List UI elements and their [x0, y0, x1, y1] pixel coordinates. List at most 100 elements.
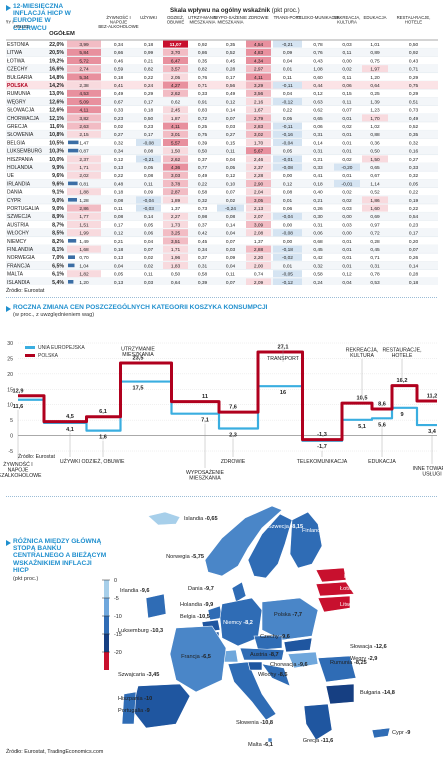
value-cell: 0,01 — [342, 173, 352, 179]
value-cell: 1,49 — [79, 239, 89, 245]
category-label: ODZIEŻ, OBUWIE — [82, 458, 125, 465]
value-cell-bg — [217, 204, 244, 212]
value-cell-bg — [163, 122, 188, 130]
country-label: NORWEGIA — [7, 255, 35, 261]
value-cell: -0,02 — [282, 255, 293, 261]
value-cell: 0,60 — [313, 75, 323, 81]
value-cell: -0,18 — [282, 247, 293, 253]
value-cell: 0,58 — [198, 272, 208, 278]
value-cell: 0,19 — [409, 198, 419, 204]
value-cell: 0,08 — [144, 173, 154, 179]
table-row: IRLANDIA 9,6% 0,81 0,48 0,11 3,78 0,22 0,10 2,90… — [6, 179, 438, 188]
table-row: HOLANDIA 9,9% 1,71 0,13 0,05 4,36 0,77 0,05 2,37… — [6, 163, 438, 172]
value-cell: 0,18 — [114, 247, 124, 253]
region-norwegia — [204, 505, 283, 577]
value-cell: 0,00 — [283, 173, 293, 179]
country-label: ESTONIA — [7, 42, 30, 48]
value-cell: 0,31 — [313, 132, 323, 138]
value-cell-bg — [273, 163, 302, 171]
row-stripe — [6, 261, 438, 270]
value-cell: 1,08 — [313, 67, 323, 73]
region-label: Słowacja -12,6 — [350, 644, 387, 650]
total-value: 9,6% — [52, 181, 64, 187]
value-cell: 2,38 — [79, 83, 89, 89]
value-cell-bg — [273, 98, 302, 105]
data-label: 23,5 — [133, 356, 144, 362]
value-cell: 1,82 — [79, 272, 89, 278]
value-cell: 0,50 — [144, 116, 154, 122]
value-cell: 0,22 — [114, 173, 124, 179]
value-cell: 0,20 — [409, 239, 419, 245]
legend-tick-label: -10 — [114, 614, 122, 620]
value-cell: 0,17 — [144, 99, 154, 105]
value-cell: 2,74 — [79, 67, 89, 73]
value-cell: 0,10 — [226, 181, 236, 187]
value-cell: 0,01 — [342, 132, 352, 138]
country-label: NIEMCY — [7, 239, 27, 245]
value-cell: 1,97 — [370, 67, 380, 73]
value-cell: 1,23 — [370, 108, 380, 114]
value-cell-bg — [163, 212, 188, 220]
region-label: Hiszpania -10 — [118, 696, 152, 702]
data-label: -1,7 — [317, 444, 327, 450]
value-cell: 2,27 — [171, 214, 181, 220]
value-cell: 0,26 — [409, 255, 419, 261]
value-cell: 0,46 — [114, 58, 124, 64]
row-stripe — [6, 212, 438, 221]
data-label: 4,1 — [66, 427, 74, 433]
value-cell: 1,87 — [171, 116, 181, 122]
value-cell: -0,12 — [282, 280, 293, 285]
value-cell: 0,64 — [171, 280, 181, 285]
line-chart-title: ROCZNA ZMIANA CEN POSZCZEGÓLNYCH KATEGOR… — [13, 304, 268, 311]
column-header: UTRZY-MANIE MIESZKANIA — [188, 15, 217, 24]
value-cell-bg — [246, 204, 271, 212]
table-row: LITWA 20,5% 5,84 0,66 0,99 3,70 0,86 0,52 4,83 0,… — [6, 48, 438, 57]
value-cell-bg — [246, 278, 271, 285]
value-cell: 0,03 — [226, 247, 236, 253]
country-label: WĘGRY — [7, 99, 26, 105]
value-cell: 0,33 — [114, 108, 124, 114]
value-cell: 0,40 — [313, 190, 323, 196]
total-bar — [68, 280, 74, 284]
value-cell: 0,62 — [313, 108, 323, 114]
value-cell: 0,59 — [114, 67, 124, 73]
value-cell-bg — [163, 40, 188, 48]
value-cell: 0,35 — [409, 132, 419, 138]
region-węgry — [287, 651, 319, 669]
europe-rate-map: Islandia -0,65 Norwegia -5,75 Szwecja -8,1… — [102, 505, 443, 750]
country-label: CZECHY — [7, 67, 28, 73]
value-cell: 0,74 — [254, 272, 264, 278]
value-cell-bg — [246, 180, 271, 187]
value-cell: 2,88 — [254, 247, 264, 253]
value-cell: -0,01 — [282, 157, 293, 163]
value-cell: 0,98 — [198, 214, 208, 220]
value-cell: 0,17 — [144, 132, 154, 138]
value-cell: 1,04 — [79, 263, 89, 269]
value-cell: 0,03 — [144, 280, 154, 285]
map-title: RÓŻNICA MIĘDZY GŁÓWNĄ STOPĄ BANKU CENTRA… — [13, 538, 107, 574]
total-value: 6,5% — [52, 263, 64, 269]
value-cell: 3,05 — [254, 198, 264, 204]
value-cell-bg — [362, 196, 388, 204]
value-cell-bg — [67, 204, 101, 212]
value-cell: 0,03 — [226, 124, 236, 130]
value-cell-bg — [246, 73, 271, 81]
value-cell: 0,52 — [409, 124, 419, 130]
value-cell: 0,32 — [198, 198, 208, 204]
value-cell: -0,20 — [342, 165, 353, 171]
value-cell: 2,04 — [254, 190, 264, 196]
country-label: CHORWACJA — [7, 116, 40, 122]
table-row: ESTONIA 22,0% 3,99 0,34 0,18 11,07 0,92 0,35 4,5… — [6, 40, 438, 49]
value-cell: 2,05 — [171, 75, 181, 81]
value-cell: 2,46 — [254, 157, 264, 163]
value-cell: 0,23 — [114, 116, 124, 122]
region-francja — [169, 625, 227, 693]
value-cell: 1,37 — [254, 239, 264, 245]
value-cell: 0,52 — [370, 190, 380, 196]
value-cell: 0,28 — [226, 67, 236, 73]
table-row: AUSTRIA 8,7% 1,51 0,17 0,05 1,73 0,37 0,14 3,09 0… — [6, 221, 438, 229]
region-label: Portugalia -9 — [118, 708, 150, 714]
value-cell-bg — [163, 245, 188, 253]
value-cell: 0,07 — [226, 116, 236, 122]
value-cell: 0,11 — [144, 272, 153, 278]
